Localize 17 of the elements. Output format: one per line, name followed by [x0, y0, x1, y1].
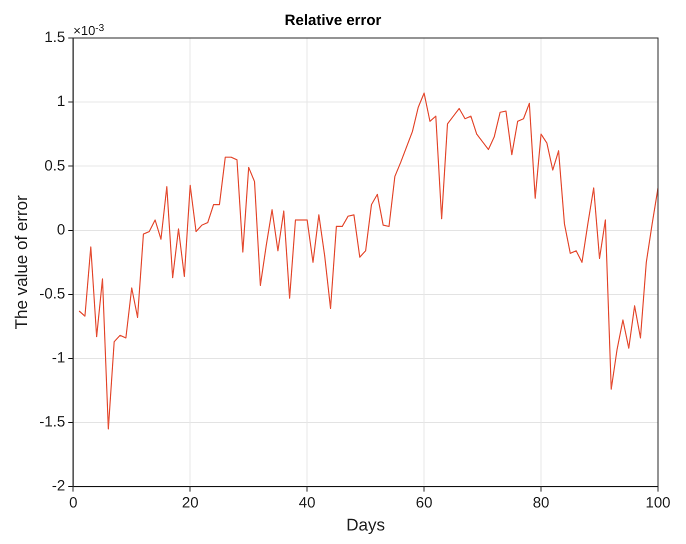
- y-tick-label: 0.5: [44, 157, 66, 174]
- y-tick-label: -2: [52, 478, 66, 495]
- x-axis-title: Days: [346, 515, 385, 534]
- y-tick-label: 1: [56, 93, 66, 110]
- y-tick-label: 0: [56, 221, 66, 238]
- chart-title: Relative error: [284, 12, 382, 30]
- x-tick-label: 20: [182, 494, 199, 512]
- y-tick-label: -0.5: [39, 285, 66, 302]
- x-tick-label: 60: [416, 494, 432, 512]
- y-tick-label: -1.5: [39, 414, 66, 431]
- y-axis-title: The value of error: [12, 194, 31, 330]
- x-tick-label: 80: [532, 494, 550, 512]
- y-tick-label: -1: [52, 350, 66, 367]
- x-tick-label: 0: [69, 494, 78, 512]
- x-tick-label: 100: [645, 494, 671, 512]
- y-tick-label: 1.5: [44, 29, 66, 46]
- x-tick-label: 40: [298, 494, 316, 512]
